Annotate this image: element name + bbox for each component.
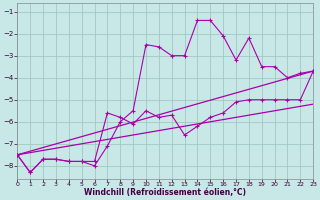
X-axis label: Windchill (Refroidissement éolien,°C): Windchill (Refroidissement éolien,°C) [84,188,246,197]
